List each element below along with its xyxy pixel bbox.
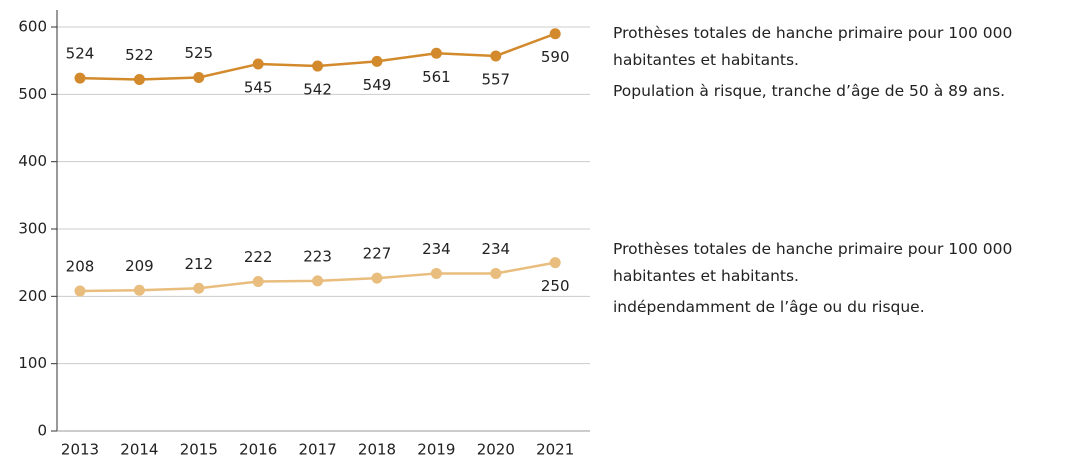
data-label: 212	[184, 255, 213, 273]
data-point	[312, 275, 324, 287]
data-label: 522	[125, 46, 154, 64]
data-label: 561	[422, 68, 451, 86]
data-label: 250	[541, 277, 570, 295]
x-tick-label: 2017	[299, 441, 337, 459]
data-point	[74, 285, 86, 297]
y-tick-label: 100	[18, 354, 47, 372]
legend-label: Prothèses totales de hanche primaire pou…	[613, 240, 1013, 285]
x-tick-label: 2014	[120, 441, 158, 459]
legend-label: Prothèses totales de hanche primaire pou…	[613, 24, 1013, 69]
y-tick-label: 400	[18, 152, 47, 170]
y-tick-label: 0	[37, 422, 47, 440]
data-point	[133, 284, 145, 296]
data-point	[430, 47, 442, 59]
data-label: 223	[303, 247, 332, 265]
data-label: 227	[363, 245, 392, 263]
chart: 0 100 200 300 400 500 600 2013 2014 2015 2016 2017 2…	[18, 10, 590, 459]
x-tick-label: 2013	[61, 441, 99, 459]
data-point	[371, 55, 383, 67]
data-point	[252, 58, 264, 70]
legend-note: indépendamment de l’âge ou du risque.	[613, 298, 925, 316]
x-tick-label: 2016	[239, 441, 277, 459]
data-label: 590	[541, 48, 570, 66]
data-point	[193, 72, 205, 83]
x-tick-label: 2020	[477, 441, 515, 459]
x-tick-label: 2019	[417, 441, 455, 459]
x-tick-label: 2015	[180, 441, 218, 459]
x-tick-label: 2018	[358, 441, 396, 459]
data-point	[193, 282, 205, 294]
data-point	[549, 257, 561, 269]
data-label: 234	[422, 240, 451, 258]
data-point	[430, 267, 442, 279]
data-label: 557	[481, 70, 510, 88]
data-point	[252, 276, 264, 288]
data-label: 234	[481, 240, 510, 258]
data-point	[312, 60, 324, 72]
legend-entry: Prothèses totales de hanche primaire pou…	[613, 20, 1087, 105]
x-tick-label: 2021	[536, 441, 574, 459]
data-point	[133, 74, 145, 86]
data-point	[371, 272, 383, 284]
data-point	[490, 50, 502, 62]
legend-entry: Prothèses totales de hanche primaire pou…	[613, 236, 1087, 321]
y-tick-label: 600	[18, 18, 47, 36]
y-tick-label: 300	[18, 220, 47, 238]
data-label: 542	[303, 81, 332, 99]
data-point	[549, 28, 561, 40]
data-label: 208	[66, 257, 95, 275]
data-label: 209	[125, 257, 154, 275]
data-point	[490, 267, 502, 279]
y-tick-label: 500	[18, 85, 47, 103]
data-label: 525	[184, 44, 213, 62]
data-point	[74, 72, 86, 84]
data-label: 222	[244, 248, 273, 266]
data-label: 545	[244, 79, 273, 97]
y-tick-label: 200	[18, 287, 47, 305]
legend-note: Population à risque, tranche d’âge de 50…	[613, 82, 1006, 100]
data-label: 524	[66, 45, 95, 63]
data-label: 549	[363, 76, 392, 94]
